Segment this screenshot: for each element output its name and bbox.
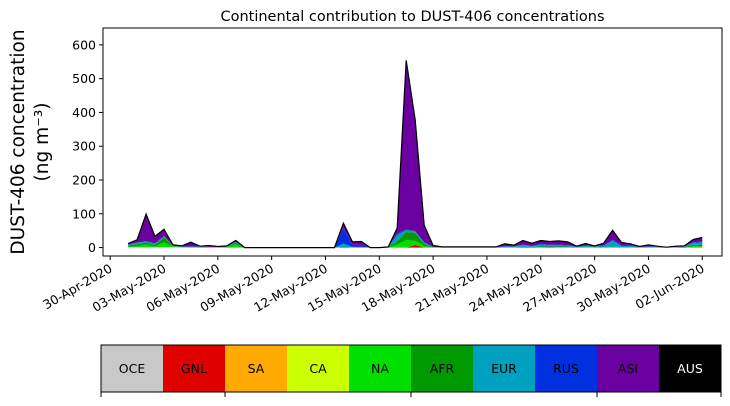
colorbar-swatch-sa <box>225 345 288 392</box>
colorbar-swatch-ca <box>287 345 350 392</box>
colorbar-swatch-gnl <box>163 345 226 392</box>
area-oce <box>128 246 703 248</box>
y-axis-label: DUST-406 concentration <box>8 29 29 254</box>
area-asi <box>128 60 703 248</box>
area-afr <box>128 232 703 248</box>
colorbar-label: RUS <box>553 361 579 376</box>
y-tick-label: 0 <box>88 240 96 255</box>
colorbar-label: NA <box>371 361 389 376</box>
colorbar-swatch-aus <box>659 345 722 392</box>
colorbar-swatch-na <box>349 345 412 392</box>
plot-frame <box>102 27 723 257</box>
colorbar-swatch-rus <box>535 345 598 392</box>
area-gnl <box>128 244 703 248</box>
colorbar-swatch-eur <box>473 345 536 392</box>
area-na <box>128 240 703 248</box>
y-tick-label: 500 <box>72 71 96 86</box>
y-tick-label: 200 <box>72 173 96 188</box>
colorbar-swatch-asi <box>597 345 660 392</box>
colorbar-label: AUS <box>677 361 703 376</box>
colorbar-swatch-afr <box>411 345 474 392</box>
colorbar-label: SA <box>248 361 265 376</box>
colorbar-swatch-oce <box>101 345 164 392</box>
colorbar-label: OCE <box>119 361 146 376</box>
y-axis-label-units: (ng m⁻³) <box>32 103 53 182</box>
y-tick-label: 100 <box>72 206 96 221</box>
colorbar-label: EUR <box>491 361 517 376</box>
colorbar-label: GNL <box>181 361 207 376</box>
chart-title: Continental contribution to DUST-406 con… <box>220 9 604 25</box>
total-outline <box>127 60 703 249</box>
colorbar-label: ASI <box>618 361 638 376</box>
y-tick-label: 400 <box>72 105 96 120</box>
y-tick-label: 600 <box>72 37 96 52</box>
colorbar-label: CA <box>309 361 327 376</box>
y-tick-label: 300 <box>72 139 96 154</box>
colorbar-label: AFR <box>430 361 455 376</box>
